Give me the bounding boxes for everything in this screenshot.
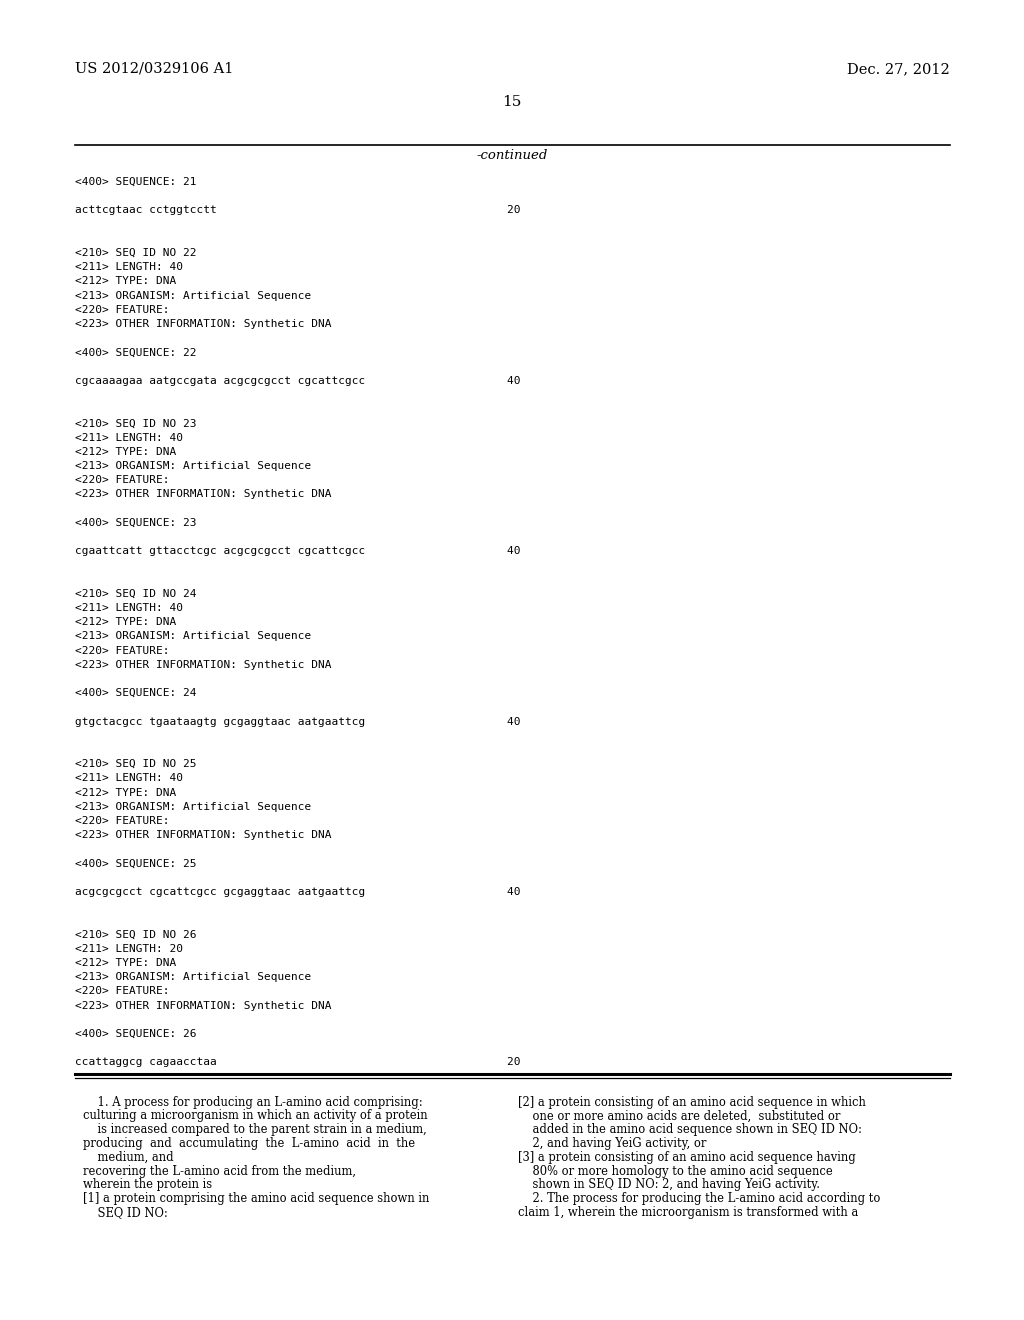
Text: gtgctacgcc tgaataagtg gcgaggtaac aatgaattcg                     40: gtgctacgcc tgaataagtg gcgaggtaac aatgaat… xyxy=(75,717,520,726)
Text: <223> OTHER INFORMATION: Synthetic DNA: <223> OTHER INFORMATION: Synthetic DNA xyxy=(75,319,332,329)
Text: -continued: -continued xyxy=(476,149,548,162)
Text: <212> TYPE: DNA: <212> TYPE: DNA xyxy=(75,276,176,286)
Text: Dec. 27, 2012: Dec. 27, 2012 xyxy=(847,62,950,77)
Text: <220> FEATURE:: <220> FEATURE: xyxy=(75,475,170,486)
Text: [1] a protein comprising the amino acid sequence shown in: [1] a protein comprising the amino acid … xyxy=(83,1192,429,1205)
Text: <212> TYPE: DNA: <212> TYPE: DNA xyxy=(75,618,176,627)
Text: ccattaggcg cagaacctaa                                           20: ccattaggcg cagaacctaa 20 xyxy=(75,1057,520,1068)
Text: <213> ORGANISM: Artificial Sequence: <213> ORGANISM: Artificial Sequence xyxy=(75,973,311,982)
Text: <220> FEATURE:: <220> FEATURE: xyxy=(75,816,170,826)
Text: <213> ORGANISM: Artificial Sequence: <213> ORGANISM: Artificial Sequence xyxy=(75,801,311,812)
Text: <220> FEATURE:: <220> FEATURE: xyxy=(75,645,170,656)
Text: one or more amino acids are deleted,  substituted or: one or more amino acids are deleted, sub… xyxy=(518,1109,841,1122)
Text: <213> ORGANISM: Artificial Sequence: <213> ORGANISM: Artificial Sequence xyxy=(75,461,311,471)
Text: <213> ORGANISM: Artificial Sequence: <213> ORGANISM: Artificial Sequence xyxy=(75,631,311,642)
Text: <213> ORGANISM: Artificial Sequence: <213> ORGANISM: Artificial Sequence xyxy=(75,290,311,301)
Text: [3] a protein consisting of an amino acid sequence having: [3] a protein consisting of an amino aci… xyxy=(518,1151,856,1164)
Text: US 2012/0329106 A1: US 2012/0329106 A1 xyxy=(75,62,233,77)
Text: producing  and  accumulating  the  L-amino  acid  in  the: producing and accumulating the L-amino a… xyxy=(83,1137,415,1150)
Text: 2, and having YeiG activity, or: 2, and having YeiG activity, or xyxy=(518,1137,707,1150)
Text: <400> SEQUENCE: 22: <400> SEQUENCE: 22 xyxy=(75,347,197,358)
Text: <212> TYPE: DNA: <212> TYPE: DNA xyxy=(75,958,176,968)
Text: cgcaaaagaa aatgccgata acgcgcgcct cgcattcgcc                     40: cgcaaaagaa aatgccgata acgcgcgcct cgcattc… xyxy=(75,376,520,385)
Text: shown in SEQ ID NO: 2, and having YeiG activity.: shown in SEQ ID NO: 2, and having YeiG a… xyxy=(518,1179,820,1192)
Text: [2] a protein consisting of an amino acid sequence in which: [2] a protein consisting of an amino aci… xyxy=(518,1096,866,1109)
Text: acttcgtaac cctggtcctt                                           20: acttcgtaac cctggtcctt 20 xyxy=(75,206,520,215)
Text: wherein the protein is: wherein the protein is xyxy=(83,1179,212,1192)
Text: <400> SEQUENCE: 25: <400> SEQUENCE: 25 xyxy=(75,858,197,869)
Text: <223> OTHER INFORMATION: Synthetic DNA: <223> OTHER INFORMATION: Synthetic DNA xyxy=(75,1001,332,1011)
Text: <210> SEQ ID NO 26: <210> SEQ ID NO 26 xyxy=(75,929,197,940)
Text: <210> SEQ ID NO 23: <210> SEQ ID NO 23 xyxy=(75,418,197,429)
Text: culturing a microorganism in which an activity of a protein: culturing a microorganism in which an ac… xyxy=(83,1109,428,1122)
Text: <211> LENGTH: 40: <211> LENGTH: 40 xyxy=(75,263,183,272)
Text: 80% or more homology to the amino acid sequence: 80% or more homology to the amino acid s… xyxy=(518,1164,833,1177)
Text: <223> OTHER INFORMATION: Synthetic DNA: <223> OTHER INFORMATION: Synthetic DNA xyxy=(75,830,332,841)
Text: <223> OTHER INFORMATION: Synthetic DNA: <223> OTHER INFORMATION: Synthetic DNA xyxy=(75,490,332,499)
Text: <211> LENGTH: 40: <211> LENGTH: 40 xyxy=(75,433,183,442)
Text: 1. A process for producing an L-amino acid comprising:: 1. A process for producing an L-amino ac… xyxy=(83,1096,423,1109)
Text: <400> SEQUENCE: 26: <400> SEQUENCE: 26 xyxy=(75,1030,197,1039)
Text: claim 1, wherein the microorganism is transformed with a: claim 1, wherein the microorganism is tr… xyxy=(518,1206,858,1218)
Text: <400> SEQUENCE: 24: <400> SEQUENCE: 24 xyxy=(75,688,197,698)
Text: <220> FEATURE:: <220> FEATURE: xyxy=(75,986,170,997)
Text: <223> OTHER INFORMATION: Synthetic DNA: <223> OTHER INFORMATION: Synthetic DNA xyxy=(75,660,332,669)
Text: <211> LENGTH: 40: <211> LENGTH: 40 xyxy=(75,603,183,612)
Text: <211> LENGTH: 40: <211> LENGTH: 40 xyxy=(75,774,183,783)
Text: 15: 15 xyxy=(503,95,521,110)
Text: added in the amino acid sequence shown in SEQ ID NO:: added in the amino acid sequence shown i… xyxy=(518,1123,862,1137)
Text: 2. The process for producing the L-amino acid according to: 2. The process for producing the L-amino… xyxy=(518,1192,881,1205)
Text: SEQ ID NO:: SEQ ID NO: xyxy=(83,1206,168,1218)
Text: <212> TYPE: DNA: <212> TYPE: DNA xyxy=(75,446,176,457)
Text: <210> SEQ ID NO 25: <210> SEQ ID NO 25 xyxy=(75,759,197,770)
Text: <220> FEATURE:: <220> FEATURE: xyxy=(75,305,170,314)
Text: <212> TYPE: DNA: <212> TYPE: DNA xyxy=(75,788,176,797)
Text: <210> SEQ ID NO 22: <210> SEQ ID NO 22 xyxy=(75,248,197,257)
Text: acgcgcgcct cgcattcgcc gcgaggtaac aatgaattcg                     40: acgcgcgcct cgcattcgcc gcgaggtaac aatgaat… xyxy=(75,887,520,898)
Text: is increased compared to the parent strain in a medium,: is increased compared to the parent stra… xyxy=(83,1123,427,1137)
Text: <210> SEQ ID NO 24: <210> SEQ ID NO 24 xyxy=(75,589,197,599)
Text: medium, and: medium, and xyxy=(83,1151,174,1164)
Text: cgaattcatt gttacctcgc acgcgcgcct cgcattcgcc                     40: cgaattcatt gttacctcgc acgcgcgcct cgcattc… xyxy=(75,546,520,556)
Text: <211> LENGTH: 20: <211> LENGTH: 20 xyxy=(75,944,183,954)
Text: <400> SEQUENCE: 21: <400> SEQUENCE: 21 xyxy=(75,177,197,187)
Text: recovering the L-amino acid from the medium,: recovering the L-amino acid from the med… xyxy=(83,1164,356,1177)
Text: <400> SEQUENCE: 23: <400> SEQUENCE: 23 xyxy=(75,517,197,528)
